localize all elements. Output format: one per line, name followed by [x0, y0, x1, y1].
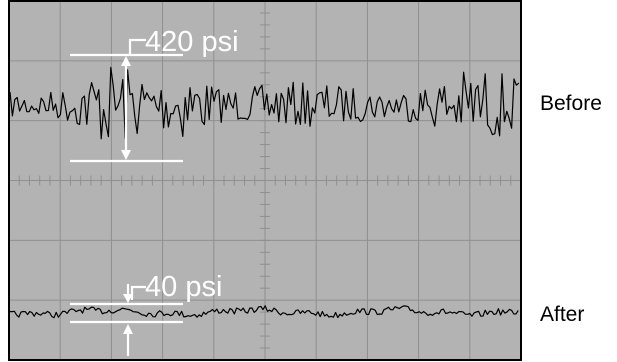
after-label: After — [540, 303, 584, 326]
before-arrow-head-down — [121, 150, 131, 160]
graticule-ticks — [8, 0, 512, 361]
before-label: Before — [540, 92, 602, 115]
after-amplitude-marker — [70, 284, 183, 356]
after-arrow-head-up — [123, 324, 133, 334]
before-amplitude-label: 420 psi — [145, 26, 239, 58]
after-trace — [10, 305, 519, 319]
screen-frame — [8, 0, 522, 361]
before-arrow-head-up — [121, 56, 131, 66]
before-trace — [9, 66, 520, 140]
after-arrow-head-down — [123, 294, 133, 303]
after-label-bracket — [130, 285, 146, 300]
before-amplitude-marker — [70, 38, 183, 163]
after-amplitude-label: 40 psi — [145, 271, 222, 303]
before-label-bracket — [128, 38, 146, 55]
